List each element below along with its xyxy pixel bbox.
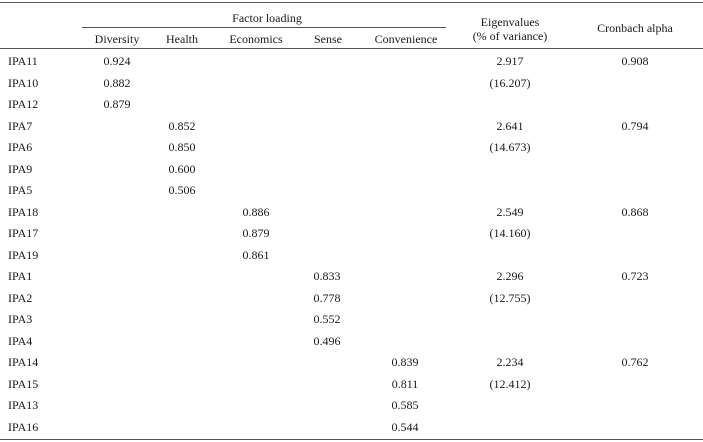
eigenvalue-cell: 2.234 [496, 355, 524, 369]
row-item-label: IPA15 [8, 377, 39, 391]
factor-loading-value: 0.811 [391, 377, 419, 391]
factor-loading-value: 0.600 [168, 162, 196, 176]
factor-loading-value: 0.778 [313, 291, 341, 305]
factor-loading-value: 0.882 [103, 76, 131, 90]
factor-loading-value: 0.924 [103, 54, 131, 68]
factor-loading-value: 0.886 [242, 205, 270, 219]
row-item-label: IPA17 [8, 226, 39, 240]
factor-loading-header: Factor loading [232, 11, 302, 25]
row-item-label: IPA1 [8, 269, 33, 283]
row-item-label: IPA2 [8, 291, 33, 305]
cronbach-alpha-value: 0.723 [621, 269, 649, 283]
row-item-label: IPA13 [8, 398, 39, 412]
row-item-label: IPA18 [8, 205, 39, 219]
row-item-label: IPA5 [8, 183, 33, 197]
row-item-label: IPA4 [8, 334, 33, 348]
eigenvalue-cell: (12.755) [489, 291, 531, 305]
cronbach-alpha-value: 0.794 [621, 119, 649, 133]
eigenvalue-cell: (16.207) [489, 76, 531, 90]
col-diversity: Diversity [94, 32, 140, 46]
row-item-label: IPA12 [8, 97, 39, 111]
factor-loading-value: 0.833 [313, 269, 341, 283]
factor-loading-value: 0.861 [242, 248, 270, 262]
col-economics: Economics [229, 32, 283, 46]
col-eigenvalues: Eigenvalues [480, 15, 540, 29]
col-sense: Sense [314, 32, 342, 46]
factor-loading-value: 0.850 [168, 140, 196, 154]
row-item-label: IPA3 [8, 312, 33, 326]
factor-loading-rule [82, 27, 446, 28]
col-cronbach-alpha: Cronbach alpha [597, 21, 673, 35]
row-item-label: IPA7 [8, 119, 33, 133]
factor-loading-value: 0.839 [391, 355, 419, 369]
eigenvalue-cell: (14.160) [489, 226, 531, 240]
row-item-label: IPA9 [8, 162, 33, 176]
factor-loading-value: 0.506 [168, 183, 196, 197]
eigenvalue-cell: 2.296 [496, 269, 524, 283]
eigenvalue-cell: 2.917 [496, 54, 524, 68]
eigenvalue-cell: (12.412) [489, 377, 531, 391]
factor-loading-value: 0.552 [313, 312, 341, 326]
row-item-label: IPA10 [8, 76, 39, 90]
cronbach-alpha-value: 0.762 [621, 355, 649, 369]
col-convenience: Convenience [374, 32, 438, 46]
factor-loading-value: 0.544 [391, 420, 419, 434]
col-health: Health [166, 32, 198, 46]
row-item-label: IPA16 [8, 420, 39, 434]
factor-loading-value: 0.585 [391, 398, 419, 412]
header-bottom-rule [0, 48, 703, 49]
cronbach-alpha-value: 0.908 [621, 54, 649, 68]
eigenvalue-cell: (14.673) [489, 140, 531, 154]
factor-loading-value: 0.879 [103, 97, 131, 111]
row-item-label: IPA6 [8, 140, 33, 154]
factor-loading-value: 0.496 [313, 334, 341, 348]
col-eigenvalues-sub: (% of variance) [472, 29, 548, 43]
row-item-label: IPA19 [8, 248, 39, 262]
bottom-rule [0, 439, 703, 440]
top-rule [0, 2, 703, 3]
row-item-label: IPA11 [8, 54, 38, 68]
factor-loading-value: 0.852 [168, 119, 196, 133]
cronbach-alpha-value: 0.868 [621, 205, 649, 219]
row-item-label: IPA14 [8, 355, 39, 369]
eigenvalue-cell: 2.549 [496, 205, 524, 219]
factor-loading-value: 0.879 [242, 226, 270, 240]
eigenvalue-cell: 2.641 [496, 119, 524, 133]
